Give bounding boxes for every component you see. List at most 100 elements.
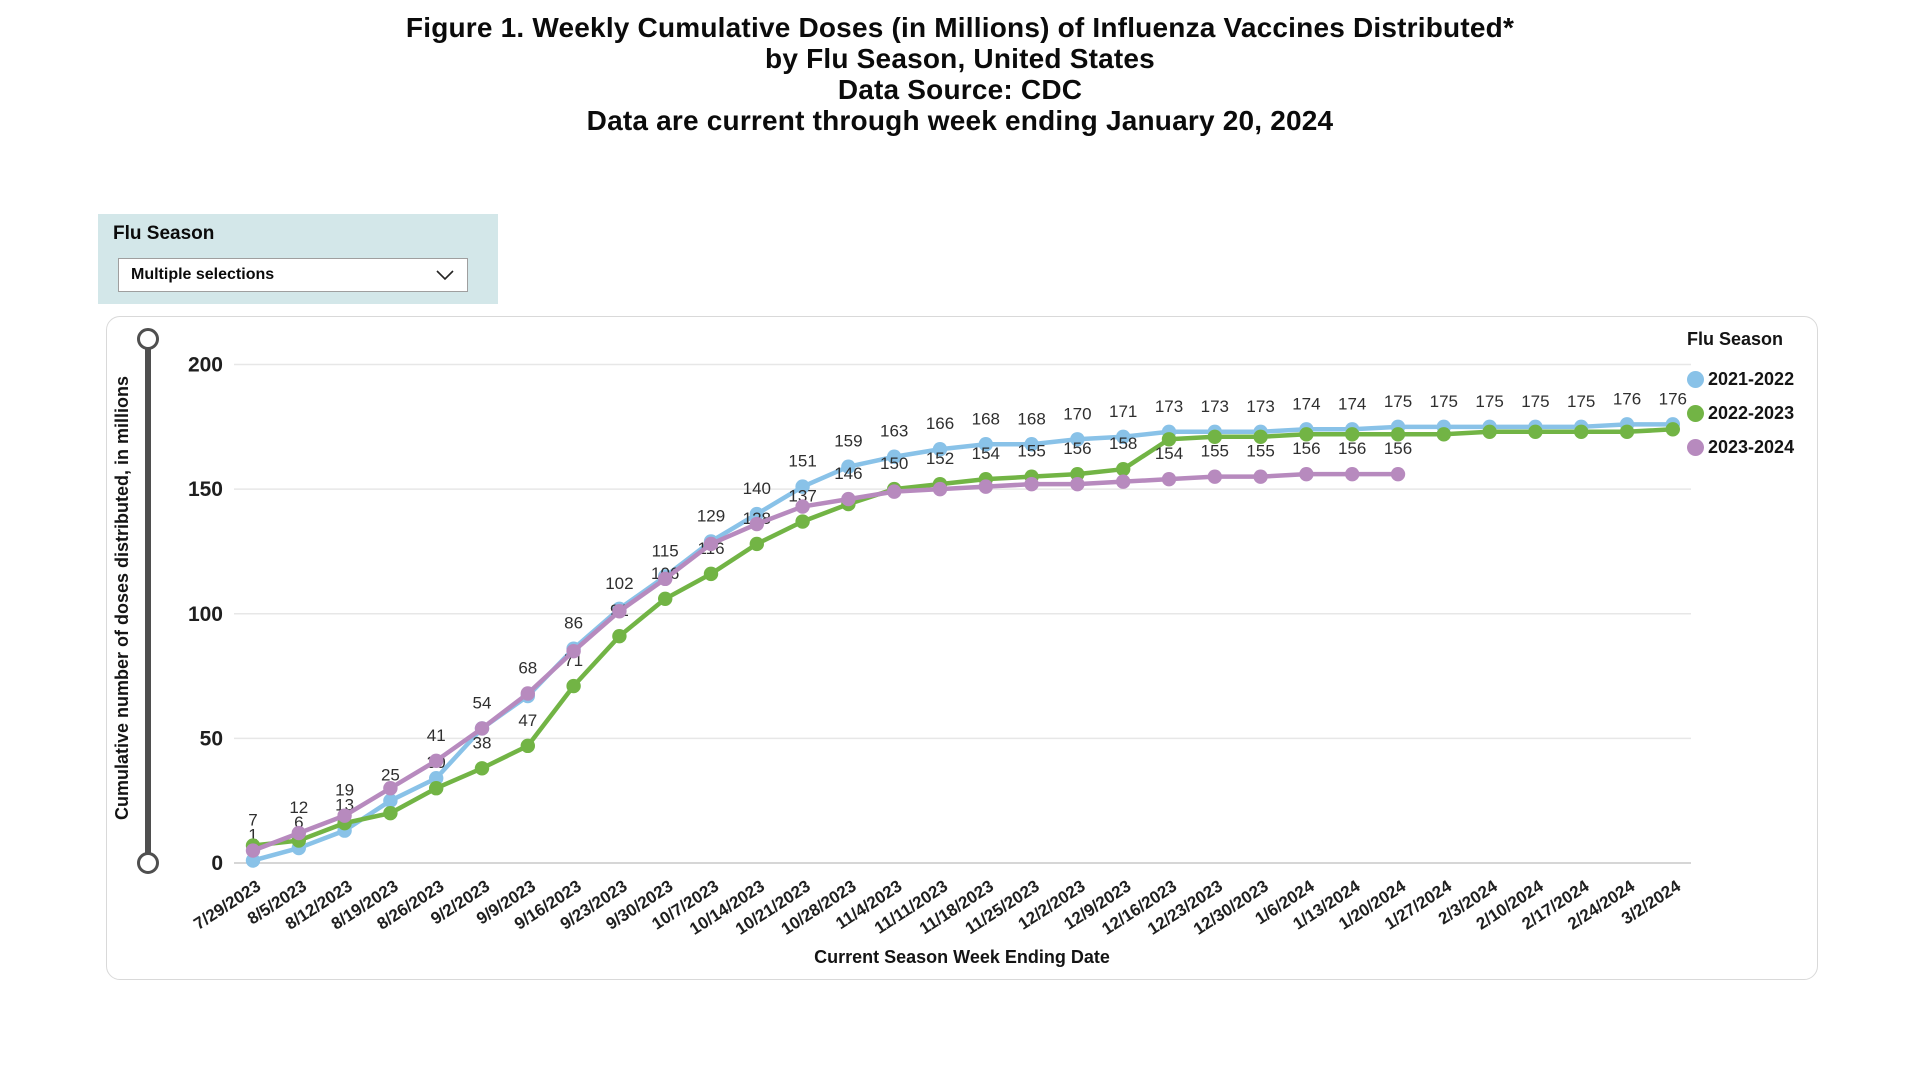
data-point-2023-2024-1/6/2024[interactable] bbox=[1299, 466, 1314, 482]
data-point-2021-2022-7/29/2023[interactable] bbox=[245, 853, 261, 868]
data-point-2023-2024-11/4/2023[interactable] bbox=[887, 484, 902, 499]
legend-title: Flu Season bbox=[1687, 329, 1784, 349]
data-label: 41 bbox=[427, 726, 446, 745]
data-point-2022-2023-2/10/2024[interactable] bbox=[1528, 424, 1543, 439]
data-point-2022-2023-9/16/2023[interactable] bbox=[566, 678, 581, 694]
data-label: 176 bbox=[1613, 389, 1641, 408]
data-point-2021-2022-10/21/2023[interactable] bbox=[795, 479, 810, 494]
data-point-2022-2023-10/14/2023[interactable] bbox=[749, 536, 764, 552]
data-label: 137 bbox=[788, 487, 816, 506]
line-chart-canvas[interactable]: 0501001502007/29/20238/5/20238/12/20238/… bbox=[107, 317, 1819, 981]
y-axis-range-slider-top-handle[interactable] bbox=[137, 328, 159, 350]
title-line-3: Data Source: CDC bbox=[837, 74, 1083, 105]
data-point-2022-2023-1/13/2024[interactable] bbox=[1345, 427, 1360, 442]
data-point-2022-2023-9/30/2023[interactable] bbox=[658, 591, 673, 606]
series-line-2023-2024[interactable] bbox=[250, 471, 1401, 853]
data-label: 150 bbox=[880, 454, 908, 473]
data-point-2023-2024-10/28/2023[interactable] bbox=[841, 491, 856, 507]
data-point-2022-2023-12/9/2023[interactable] bbox=[1116, 461, 1131, 477]
data-label: 174 bbox=[1338, 394, 1366, 413]
data-point-2023-2024-12/23/2023[interactable] bbox=[1207, 469, 1223, 484]
data-point-2022-2023-2/24/2024[interactable] bbox=[1619, 424, 1635, 439]
data-label: 163 bbox=[880, 422, 908, 441]
slicer-header: Flu Season bbox=[113, 223, 215, 244]
data-point-2021-2022-12/2/2023[interactable] bbox=[1070, 432, 1085, 447]
title-line-1: Figure 1. Weekly Cumulative Doses (in Mi… bbox=[405, 12, 1515, 43]
data-point-2022-2023-8/26/2023[interactable] bbox=[429, 781, 444, 796]
data-point-2022-2023-9/2/2023[interactable] bbox=[474, 761, 490, 776]
data-point-2022-2023-9/9/2023[interactable] bbox=[520, 738, 535, 754]
data-point-2023-2024-8/12/2023[interactable] bbox=[337, 808, 352, 823]
data-point-2023-2024-11/11/2023[interactable] bbox=[932, 481, 948, 497]
data-label: 168 bbox=[1017, 409, 1045, 428]
data-point-2021-2022-11/11/2023[interactable] bbox=[932, 442, 948, 457]
data-point-2021-2022-11/25/2023[interactable] bbox=[1024, 437, 1039, 452]
data-point-2022-2023-12/23/2023[interactable] bbox=[1207, 429, 1223, 444]
data-point-2022-2023-10/7/2023[interactable] bbox=[703, 566, 719, 582]
data-point-2023-2024-1/13/2024[interactable] bbox=[1345, 466, 1360, 482]
data-point-2022-2023-3/2/2024[interactable] bbox=[1665, 422, 1681, 437]
data-point-2023-2024-7/29/2023[interactable] bbox=[245, 843, 261, 858]
data-point-2023-2024-10/7/2023[interactable] bbox=[703, 536, 719, 552]
data-point-2021-2022-11/4/2023[interactable] bbox=[887, 449, 902, 464]
data-point-2022-2023-12/16/2023[interactable] bbox=[1161, 432, 1177, 447]
legend-item-label: 2021-2022 bbox=[1708, 368, 1795, 389]
data-label: 156 bbox=[1063, 439, 1091, 458]
data-point-2022-2023-2/17/2024[interactable] bbox=[1574, 424, 1589, 439]
data-point-2022-2023-12/30/2023[interactable] bbox=[1253, 429, 1268, 444]
data-point-2023-2024-11/25/2023[interactable] bbox=[1024, 476, 1039, 492]
data-point-2022-2023-10/21/2023[interactable] bbox=[795, 514, 810, 529]
data-point-2022-2023-1/20/2024[interactable] bbox=[1390, 427, 1406, 442]
data-label: 19 bbox=[335, 781, 354, 800]
data-point-2021-2022-12/9/2023[interactable] bbox=[1116, 429, 1131, 444]
data-point-2023-2024-8/5/2023[interactable] bbox=[291, 825, 306, 841]
data-label: 173 bbox=[1201, 397, 1229, 416]
data-point-2021-2022-8/19/2023[interactable] bbox=[383, 793, 398, 808]
data-point-2023-2024-9/9/2023[interactable] bbox=[520, 686, 535, 701]
data-label: 156 bbox=[1338, 439, 1366, 458]
series-line-2022-2023[interactable] bbox=[250, 427, 1676, 848]
data-point-2023-2024-12/2/2023[interactable] bbox=[1070, 476, 1085, 492]
y-tick-label: 0 bbox=[211, 852, 223, 875]
line-chart-card: 0 50 100 150 200 7/29/2023 8/5/2023 8/12/2023 8/… bbox=[106, 316, 1818, 980]
data-point-2023-2024-9/30/2023[interactable] bbox=[658, 571, 673, 587]
data-point-2023-2024-12/30/2023[interactable] bbox=[1253, 469, 1268, 484]
data-point-2021-2022-10/28/2023[interactable] bbox=[841, 459, 856, 474]
data-point-2023-2024-9/2/2023[interactable] bbox=[474, 721, 490, 736]
flu-season-slicer: Flu Season Multiple selections bbox=[98, 214, 498, 304]
data-label: 175 bbox=[1475, 392, 1503, 411]
data-label: 171 bbox=[1109, 402, 1137, 421]
y-axis-range-slider-bottom-handle[interactable] bbox=[137, 852, 159, 874]
legend-item-2023-2024[interactable]: 2023-2024 bbox=[1687, 430, 1815, 464]
data-label: 129 bbox=[697, 506, 725, 525]
y-tick-label: 50 bbox=[200, 727, 223, 750]
data-label: 173 bbox=[1246, 397, 1274, 416]
data-point-2023-2024-8/19/2023[interactable] bbox=[383, 781, 398, 796]
data-point-2023-2024-1/20/2024[interactable] bbox=[1390, 466, 1406, 482]
legend-item-2022-2023[interactable]: 2022-2023 bbox=[1687, 396, 1815, 430]
data-point-2022-2023-1/27/2024[interactable] bbox=[1436, 427, 1452, 442]
data-point-2023-2024-12/16/2023[interactable] bbox=[1161, 471, 1177, 487]
data-point-2023-2024-9/23/2023[interactable] bbox=[612, 604, 627, 619]
data-point-2022-2023-2/3/2024[interactable] bbox=[1482, 424, 1497, 439]
legend-item-2021-2022[interactable]: 2021-2022 bbox=[1687, 362, 1815, 396]
data-label: 13 bbox=[335, 796, 354, 815]
data-point-2021-2022-11/18/2023[interactable] bbox=[978, 437, 993, 452]
data-label: 38 bbox=[473, 733, 492, 752]
data-point-2022-2023-9/23/2023[interactable] bbox=[612, 628, 627, 644]
data-point-2022-2023-8/19/2023[interactable] bbox=[383, 805, 398, 821]
series-color-dot-icon bbox=[1687, 438, 1704, 456]
data-point-2022-2023-1/6/2024[interactable] bbox=[1299, 427, 1314, 442]
data-point-2023-2024-10/14/2023[interactable] bbox=[749, 516, 764, 532]
data-point-2023-2024-11/18/2023[interactable] bbox=[978, 479, 993, 494]
data-point-2022-2023-12/2/2023[interactable] bbox=[1070, 466, 1085, 482]
data-point-2023-2024-8/26/2023[interactable] bbox=[429, 753, 444, 769]
data-point-2023-2024-10/21/2023[interactable] bbox=[795, 499, 810, 514]
data-label: 168 bbox=[972, 409, 1000, 428]
data-point-2023-2024-9/16/2023[interactable] bbox=[566, 643, 581, 659]
data-point-2021-2022-10/14/2023[interactable] bbox=[749, 506, 764, 522]
data-point-2021-2022-8/26/2023[interactable] bbox=[429, 771, 444, 786]
data-point-2023-2024-12/9/2023[interactable] bbox=[1116, 474, 1131, 489]
legend-item-label: 2022-2023 bbox=[1708, 402, 1795, 423]
flu-season-dropdown[interactable]: Multiple selections bbox=[118, 258, 468, 292]
